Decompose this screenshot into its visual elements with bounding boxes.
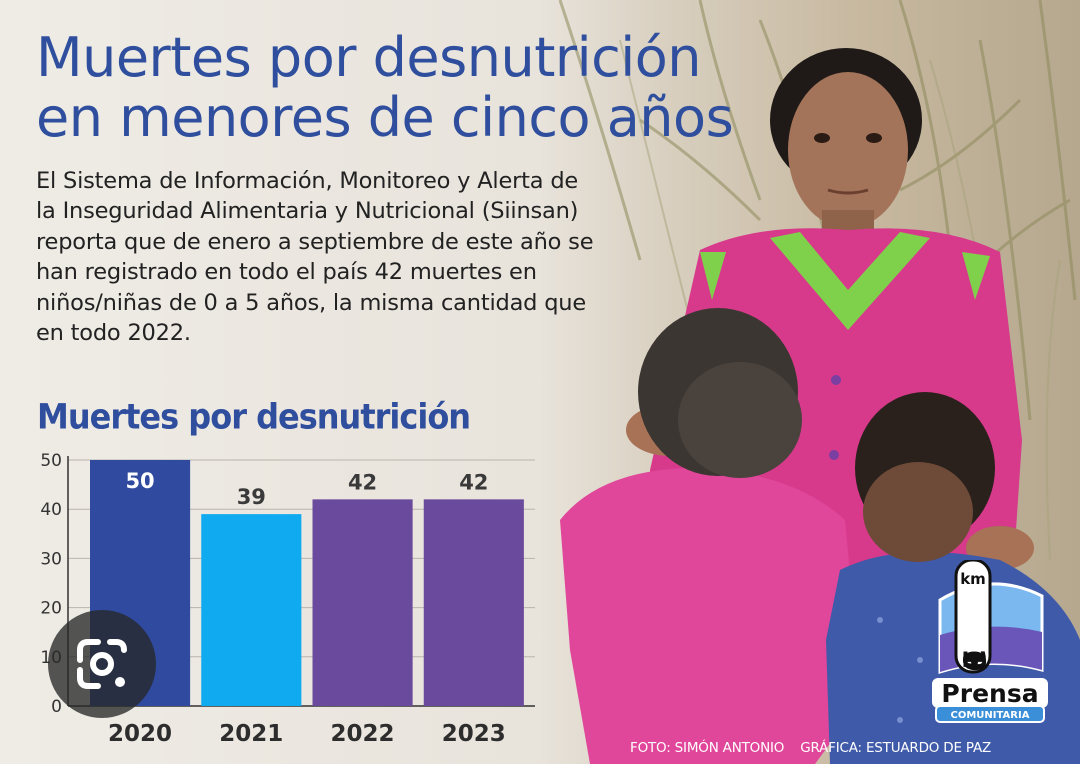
title-line-1: Muertes por desnutrición bbox=[36, 26, 702, 89]
page-title: Muertes por desnutrición en menores de c… bbox=[36, 28, 756, 148]
photo-credit: FOTO: SIMÓN ANTONIO bbox=[630, 740, 785, 756]
y-tick-label: 30 bbox=[40, 549, 62, 569]
x-tick-label-2020: 2020 bbox=[108, 721, 172, 747]
y-tick-label: 40 bbox=[40, 500, 62, 520]
x-tick-label-2022: 2022 bbox=[331, 721, 395, 747]
bar-2022 bbox=[312, 499, 413, 706]
bar-2021 bbox=[201, 514, 302, 706]
logo-sub: COMUNITARIA bbox=[951, 710, 1030, 721]
data-label-2023: 42 bbox=[459, 470, 488, 494]
data-label-2020: 50 bbox=[125, 469, 154, 493]
logo-km: km bbox=[960, 570, 986, 588]
bar-chart: 01020304050502020392021422022422023 bbox=[40, 451, 535, 747]
bar-2023 bbox=[423, 499, 524, 706]
intro-paragraph: El Sistema de Información, Monitoreo y A… bbox=[36, 168, 594, 347]
x-tick-label-2023: 2023 bbox=[442, 721, 506, 747]
y-tick-label: 20 bbox=[40, 599, 62, 619]
prensa-comunitaria-logo: km 169 Prensa COMUNITARIA bbox=[932, 560, 1048, 723]
y-tick-label: 50 bbox=[40, 451, 62, 471]
chart-title: Muertes por desnutrición bbox=[37, 396, 471, 438]
data-label-2022: 42 bbox=[348, 470, 377, 494]
title-line-2: en menores de cinco años bbox=[36, 86, 734, 149]
y-tick-label: 0 bbox=[51, 697, 62, 717]
x-tick-label-2021: 2021 bbox=[219, 721, 283, 747]
logo-brand: Prensa bbox=[941, 679, 1038, 708]
google-lens-icon bbox=[77, 639, 127, 689]
logo-number: 169 bbox=[956, 648, 991, 672]
data-label-2021: 39 bbox=[237, 485, 266, 509]
credits: FOTO: SIMÓN ANTONIO GRÁFICA: ESTUARDO DE … bbox=[630, 740, 991, 756]
graphic-credit: GRÁFICA: ESTUARDO DE PAZ bbox=[800, 740, 992, 756]
google-lens-button[interactable] bbox=[48, 610, 156, 718]
